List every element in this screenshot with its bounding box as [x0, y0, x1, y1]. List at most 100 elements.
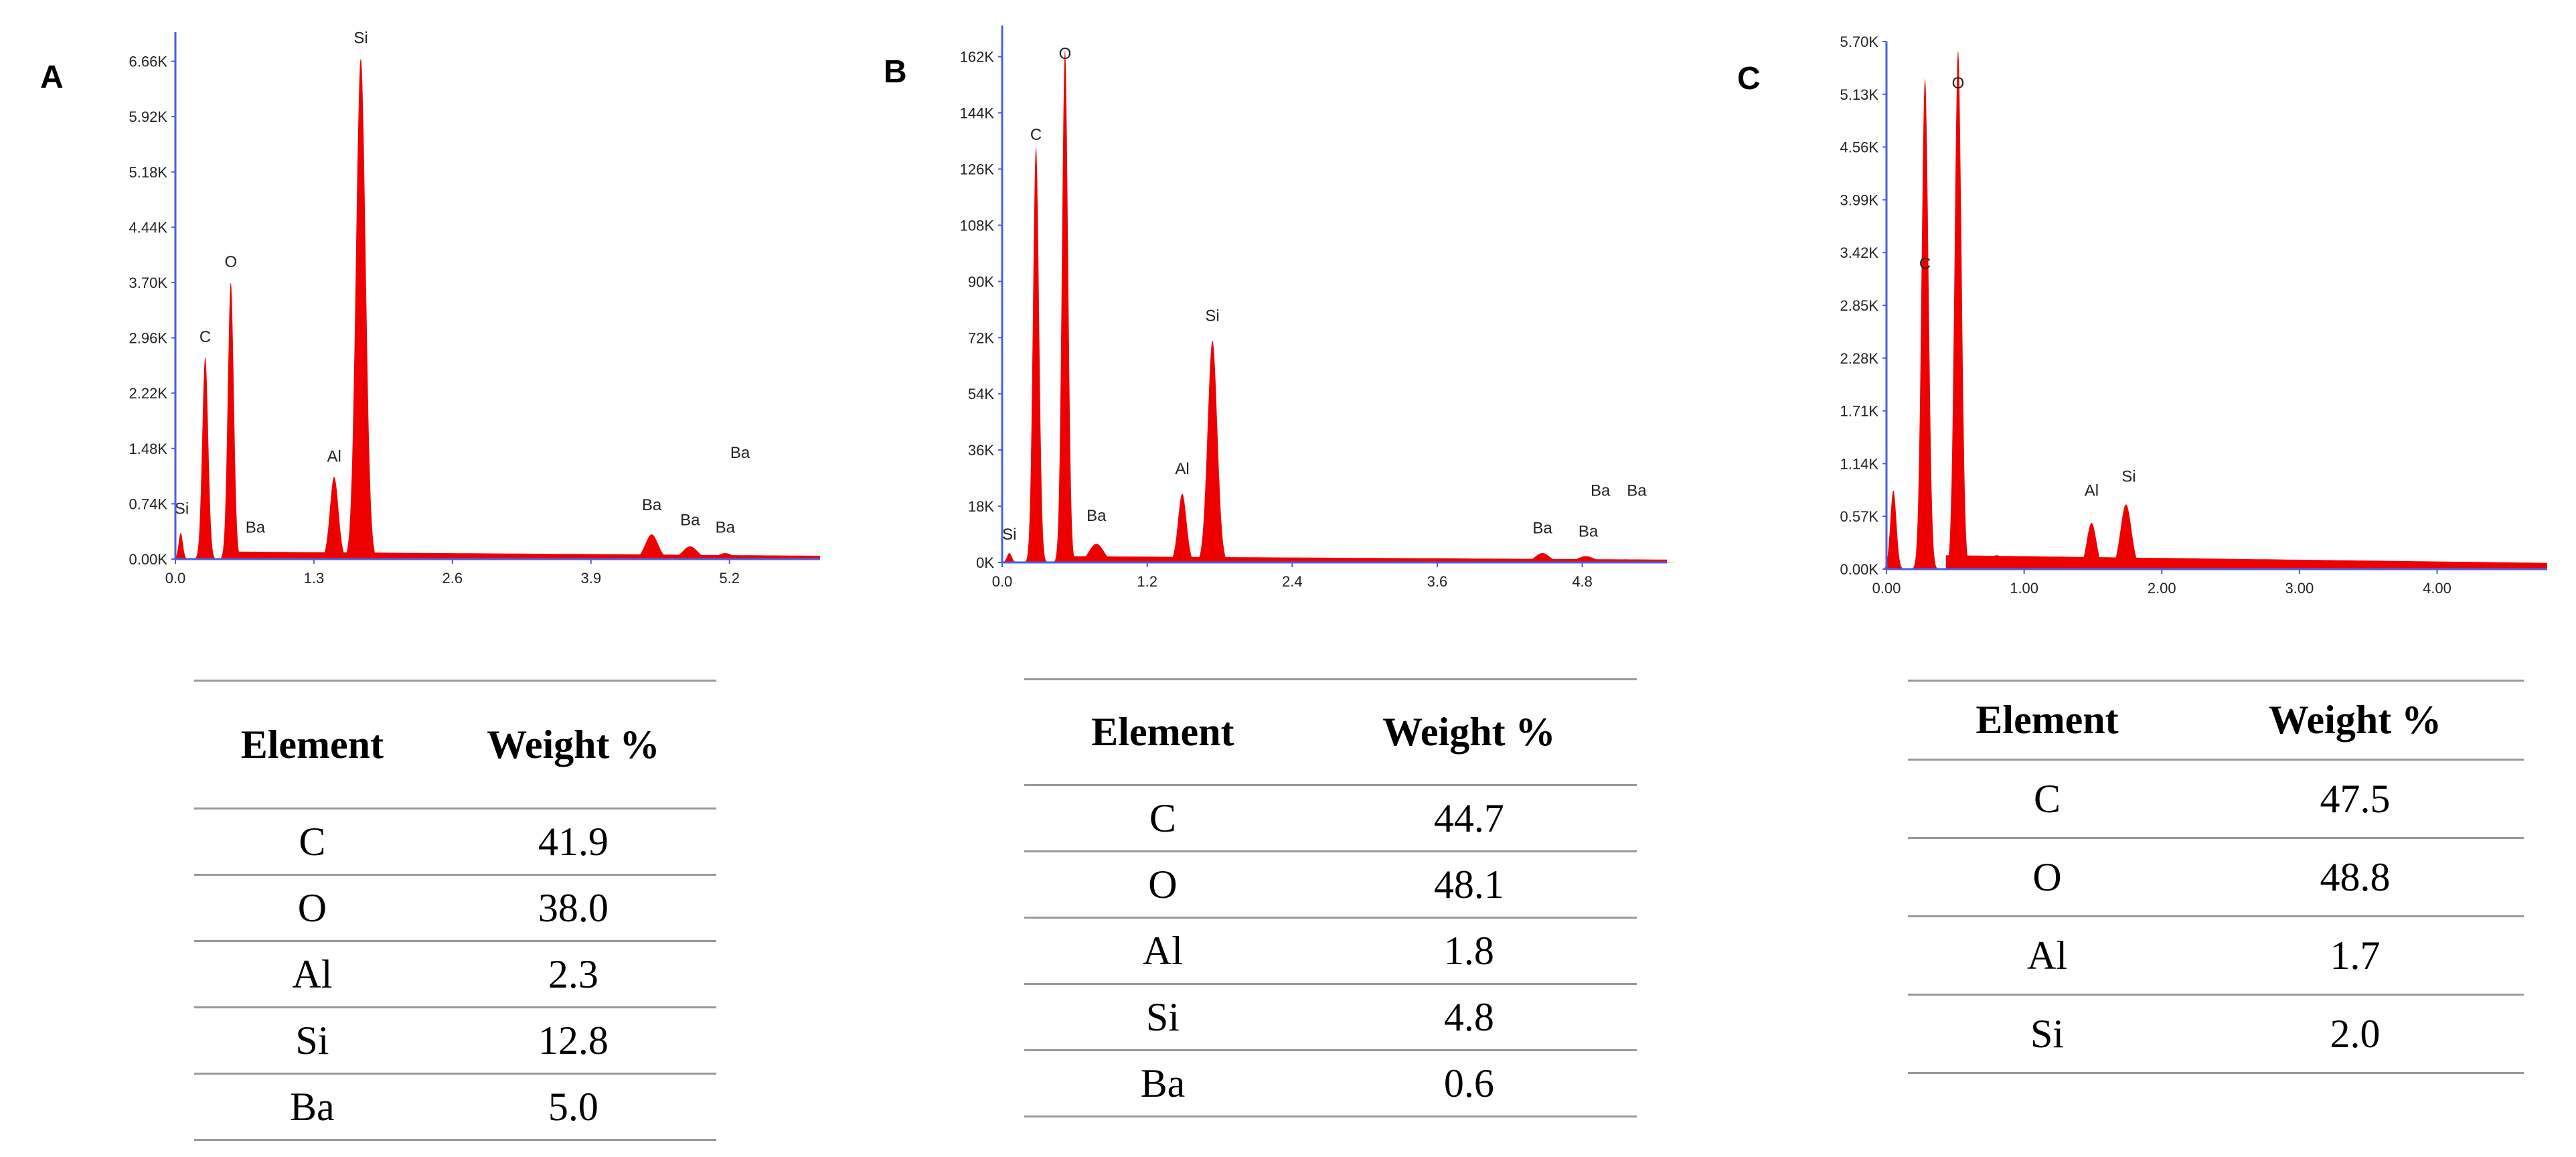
- peak-label: Si: [2121, 468, 2136, 486]
- x-tick-label: 3.6: [1427, 573, 1448, 590]
- y-tick-label: 162K: [960, 49, 995, 66]
- peak-label: C: [1030, 126, 1042, 144]
- element-cell: Ba: [194, 1073, 430, 1141]
- x-tick-label: 0.00: [1872, 580, 1901, 597]
- peak-label: Ba: [680, 511, 700, 529]
- y-tick-label: 5.70K: [1840, 33, 1879, 50]
- y-tick-label: 0.00K: [1840, 561, 1879, 578]
- y-tick-label: 72K: [968, 329, 994, 346]
- peak-label: O: [1952, 74, 1965, 92]
- y-tick-label: 0K: [976, 554, 994, 571]
- x-tick-label: 0.0: [165, 570, 186, 587]
- table-row: Al 1.7: [1908, 915, 2524, 995]
- spectrum-peak: [999, 553, 1020, 562]
- table-row: Al 1.8: [1024, 917, 1637, 984]
- peak-label: Ba: [1086, 507, 1107, 525]
- weight-table-c: Element Weight % C 47.5 O 48.8 Al 1.7 Si 2.0: [1908, 680, 2524, 1074]
- peak-label: Al: [327, 448, 341, 466]
- y-tick-label: 5.92K: [129, 108, 168, 125]
- peak-label: Ba: [1591, 482, 1611, 500]
- x-tick-label: 2.6: [442, 570, 463, 587]
- y-tick-label: 0.57K: [1840, 508, 1879, 525]
- weight-cell: 1.7: [2186, 915, 2524, 995]
- y-tick-label: 54K: [968, 386, 994, 402]
- peak-label: Ba: [730, 444, 750, 462]
- spectrum-peak: [2072, 522, 2111, 569]
- x-tick-label: 2.00: [2148, 580, 2176, 597]
- spectrum-peak: [1052, 50, 1077, 563]
- table-row: O 48.8: [1908, 837, 2524, 917]
- weight-cell: 48.1: [1301, 850, 1637, 918]
- spectrum-peak: [1024, 147, 1048, 563]
- element-cell: Si: [194, 1006, 430, 1074]
- x-tick-label: 1.2: [1137, 573, 1157, 590]
- x-tick-label: 3.00: [2285, 580, 2314, 597]
- spectrum-peak: [660, 546, 720, 559]
- spectrum-peak: [626, 534, 677, 559]
- peak-label: O: [1059, 45, 1072, 63]
- x-tick-label: 3.9: [580, 570, 601, 587]
- peak-label: Ba: [716, 519, 736, 537]
- weight-cell: 38.0: [430, 874, 716, 941]
- weight-cell: 2.0: [2186, 994, 2524, 1074]
- spectrum-peak: [1067, 544, 1126, 562]
- x-tick-label: 1.00: [2010, 580, 2038, 597]
- element-cell: C: [1024, 784, 1301, 852]
- peak-label: Ba: [1532, 520, 1552, 538]
- table-header-element: Element: [1024, 678, 1301, 785]
- peak-label: C: [199, 328, 211, 346]
- y-tick-label: 5.13K: [1840, 86, 1879, 103]
- element-cell: C: [194, 807, 430, 875]
- peak-label: Ba: [1579, 522, 1599, 540]
- peak-label: Ba: [246, 519, 266, 537]
- weight-cell: 2.3: [430, 940, 716, 1008]
- panel-label-a: A: [40, 60, 64, 95]
- element-cell: Si: [1024, 983, 1301, 1051]
- spectrum-peak: [1944, 50, 1972, 570]
- y-tick-label: 2.28K: [1840, 350, 1879, 367]
- spectrum-peak: [317, 477, 351, 559]
- weight-cell: 0.6: [1301, 1049, 1637, 1117]
- y-tick-label: 144K: [960, 105, 995, 122]
- weight-cell: 1.8: [1301, 917, 1637, 984]
- table-header-weight: Weight %: [430, 680, 716, 809]
- x-tick-label: 5.2: [719, 570, 740, 587]
- table-header-element: Element: [194, 680, 430, 809]
- spectrum-peak: [1165, 493, 1200, 562]
- spectrum-continuum: [233, 551, 820, 559]
- spectrum-peak: [1957, 555, 2036, 569]
- y-tick-label: 1.14K: [1840, 455, 1879, 472]
- peak-label: Ba: [642, 496, 662, 514]
- y-tick-label: 5.18K: [129, 164, 168, 181]
- y-tick-label: 108K: [960, 217, 995, 234]
- y-tick-label: 2.85K: [1840, 297, 1879, 314]
- spectrum-peak: [193, 357, 218, 559]
- weight-cell: 4.8: [1301, 983, 1637, 1051]
- y-tick-label: 4.44K: [129, 219, 168, 236]
- y-tick-label: 2.96K: [129, 330, 168, 347]
- peak-label: O: [224, 253, 237, 271]
- x-tick-label: 4.00: [2423, 580, 2451, 597]
- y-tick-label: 3.42K: [1840, 244, 1879, 261]
- spectrum-peak: [1513, 553, 1572, 562]
- element-cell: Al: [1908, 915, 2187, 995]
- peak-label: Al: [1175, 460, 1189, 478]
- peak-label: Si: [353, 29, 368, 47]
- spectrum-peak: [695, 553, 755, 559]
- x-tick-label: 0.0: [992, 573, 1013, 590]
- spectrum-peak: [1193, 340, 1232, 562]
- spectrum-peak: [721, 556, 781, 559]
- weight-cell: 12.8: [430, 1006, 716, 1074]
- x-tick-label: 1.3: [304, 570, 325, 587]
- x-tick-label: 4.8: [1572, 573, 1593, 590]
- y-tick-label: 36K: [968, 442, 994, 459]
- peak-label: Si: [175, 500, 189, 518]
- element-cell: Ba: [1024, 1049, 1301, 1117]
- peak-label: C: [1919, 255, 1931, 273]
- y-tick-label: 0.00K: [129, 551, 168, 568]
- y-tick-label: 2.22K: [129, 385, 168, 402]
- y-tick-label: 3.70K: [129, 275, 168, 291]
- y-tick-label: 1.48K: [129, 441, 168, 457]
- weight-cell: 47.5: [2186, 759, 2524, 838]
- table-row: O 38.0: [194, 874, 716, 941]
